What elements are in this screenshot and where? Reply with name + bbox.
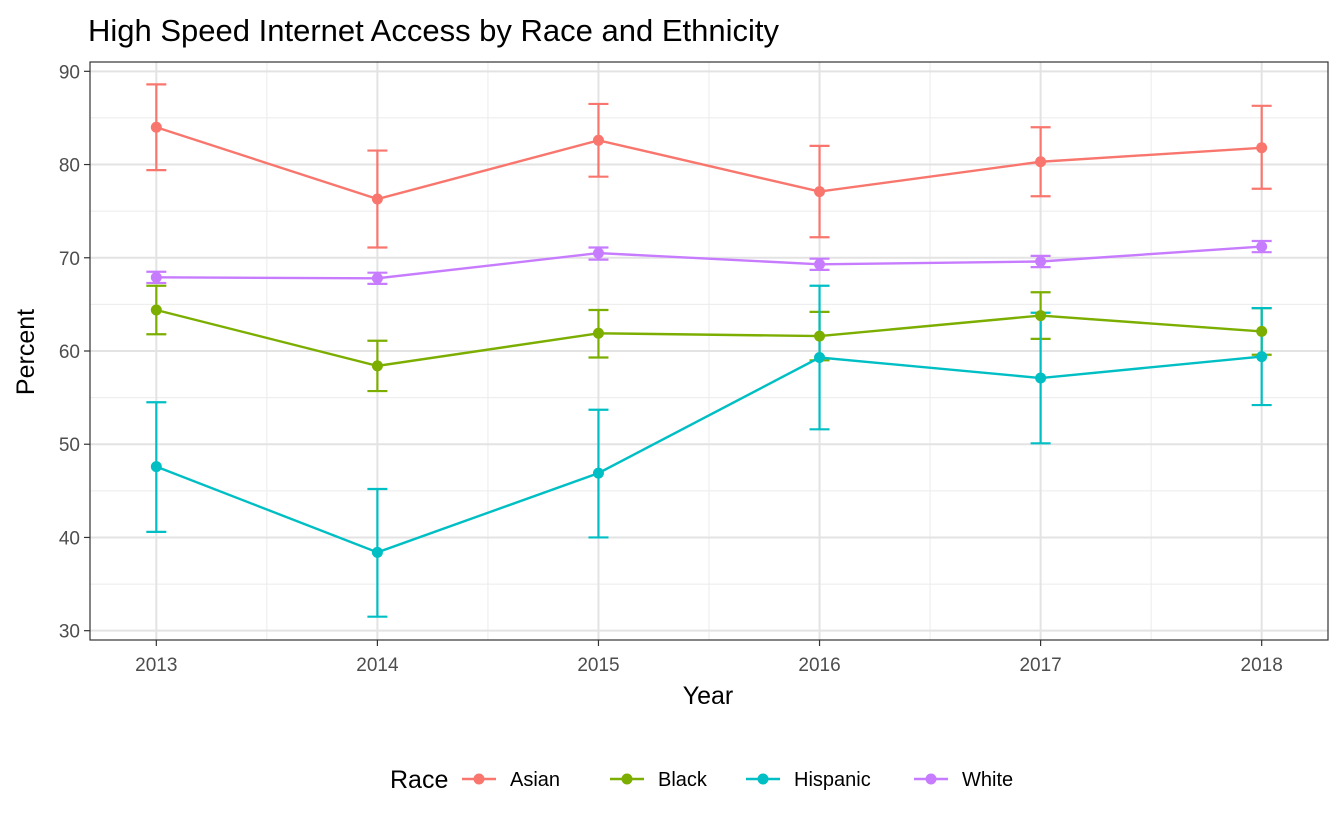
point-white xyxy=(150,271,162,283)
point-black xyxy=(371,360,383,372)
point-asian xyxy=(150,121,162,133)
point-asian xyxy=(1035,156,1047,168)
y-tick-label: 30 xyxy=(59,622,80,643)
series-line-white xyxy=(156,245,1262,280)
legend-label-black: Black xyxy=(658,769,708,791)
x-tick-label: 2017 xyxy=(1019,655,1061,676)
x-tick-label: 2016 xyxy=(798,655,840,676)
point-white xyxy=(1035,256,1047,268)
point-asian xyxy=(1256,142,1268,154)
legend-key-point-black xyxy=(621,773,633,785)
point-hispanic xyxy=(371,546,383,558)
x-tick-label: 2013 xyxy=(135,655,177,676)
point-asian xyxy=(592,134,604,146)
point-black xyxy=(1035,310,1047,322)
y-tick-label: 60 xyxy=(59,342,80,363)
point-asian xyxy=(814,186,826,198)
legend-label-asian: Asian xyxy=(510,769,560,791)
legend-key-point-white xyxy=(925,773,937,785)
point-black xyxy=(592,327,604,339)
point-hispanic xyxy=(150,461,162,473)
legend-key-point-hispanic xyxy=(757,773,769,785)
y-tick-label: 90 xyxy=(59,62,80,83)
axes: 30 40 50 60 70 80 90 2013 2014 2015 2016 2017 2018 xyxy=(59,62,1283,676)
point-hispanic xyxy=(592,467,604,479)
y-tick-label: 70 xyxy=(59,249,80,270)
grid xyxy=(90,62,1328,640)
point-white xyxy=(814,258,826,270)
x-tick-label: 2014 xyxy=(356,655,399,676)
chart-title: High Speed Internet Access by Race and E… xyxy=(88,13,780,48)
x-tick-label: 2018 xyxy=(1241,655,1283,676)
series-line-black xyxy=(156,308,1262,368)
legend: Race Asian Black Hispanic White xyxy=(390,766,1013,794)
y-tick-label: 50 xyxy=(59,435,80,456)
point-black xyxy=(814,330,826,342)
legend-key-point-asian xyxy=(473,773,485,785)
point-black xyxy=(150,304,162,316)
series-lines xyxy=(155,126,1262,554)
y-tick-label: 40 xyxy=(59,528,80,549)
y-tick-label: 80 xyxy=(59,156,80,177)
y-axis-title: Percent xyxy=(12,309,40,395)
point-white xyxy=(371,272,383,284)
x-tick-label: 2015 xyxy=(577,655,619,676)
point-hispanic xyxy=(1035,372,1047,384)
point-hispanic xyxy=(814,352,826,364)
x-axis-title: Year xyxy=(683,682,734,710)
point-white xyxy=(592,247,604,259)
point-white xyxy=(1256,241,1268,253)
point-black xyxy=(1256,325,1268,337)
legend-label-white: White xyxy=(962,769,1013,791)
legend-label-hispanic: Hispanic xyxy=(794,769,871,791)
point-hispanic xyxy=(1256,351,1268,363)
legend-title: Race xyxy=(390,766,448,794)
series-line-hispanic xyxy=(155,355,1262,554)
series-line-asian xyxy=(155,126,1262,201)
data-points xyxy=(150,121,1268,558)
point-asian xyxy=(371,193,383,205)
